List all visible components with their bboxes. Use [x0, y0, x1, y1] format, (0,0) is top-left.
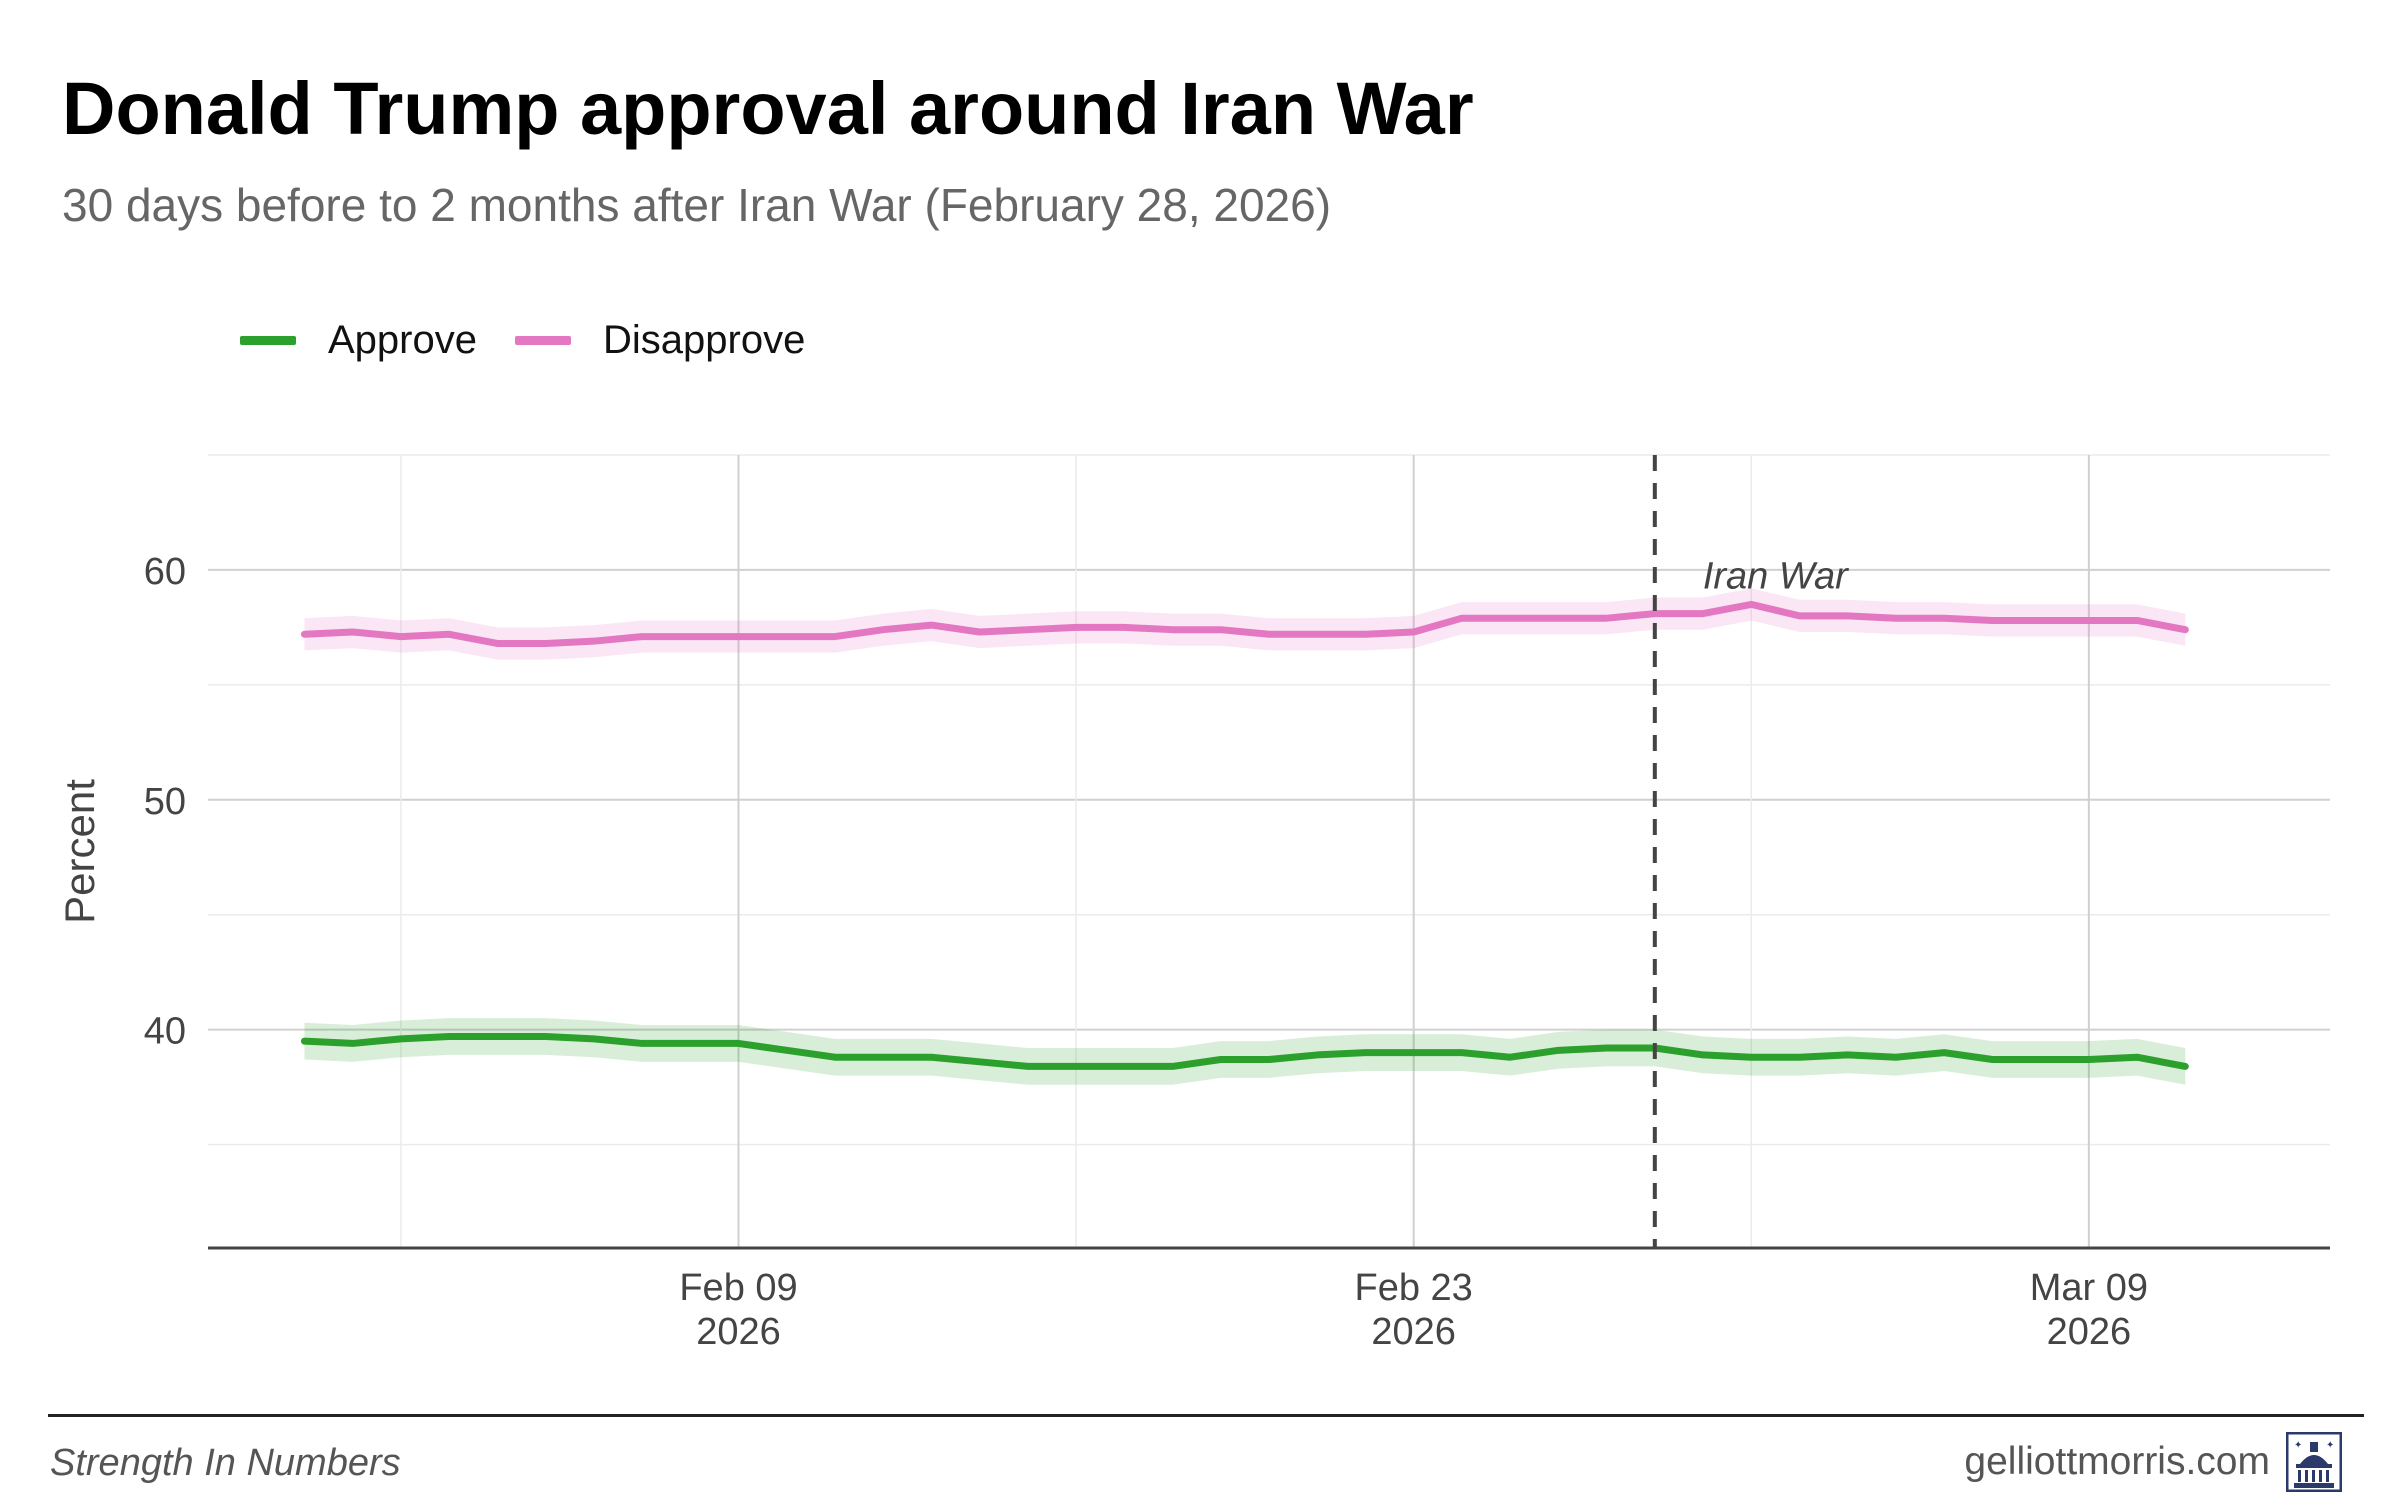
x-tick-label-year: 2026 [696, 1311, 781, 1353]
x-tick-label: Feb 09 [679, 1267, 797, 1309]
legend-item-disapprove: Disapprove [514, 318, 806, 363]
y-tick-label: 50 [144, 781, 186, 823]
series-line-approve [300, 1033, 2189, 1070]
footer-source: Strength In Numbers [50, 1442, 401, 1484]
legend-label-disapprove: Disapprove [602, 318, 806, 362]
x-tick-label: Mar 09 [2030, 1267, 2148, 1309]
ci-band-approve [304, 1018, 2186, 1085]
svg-text:✦: ✦ [2294, 1440, 2302, 1451]
legend-swatch-disapprove [514, 336, 571, 345]
legend-label-approve: Approve [328, 318, 477, 362]
footer-website: gelliottmorris.com [1964, 1440, 2270, 1483]
legend-swatch-approve [240, 336, 296, 345]
series-line-disapprove [300, 600, 2189, 647]
capitol-building-icon: ✦ ✦ [2286, 1432, 2342, 1492]
chart-subtitle: 30 days before to 2 months after Iran Wa… [62, 179, 1332, 231]
chart-title: Donald Trump approval around Iran War [62, 67, 1474, 150]
x-tick-label-year: 2026 [1371, 1311, 1456, 1353]
y-tick-label: 60 [144, 551, 186, 593]
footer-divider [48, 1414, 2364, 1417]
x-tick-label: Feb 23 [1355, 1267, 1473, 1309]
y-tick-label: 40 [144, 1011, 186, 1053]
x-tick-label-year: 2026 [2047, 1311, 2132, 1353]
y-axis-title: Percent [56, 779, 103, 924]
legend: Approve Disapprove [240, 318, 843, 363]
ci-band-disapprove [304, 588, 2186, 660]
svg-text:✦: ✦ [2326, 1440, 2334, 1451]
event-label: Iran War [1703, 555, 1849, 597]
legend-item-approve: Approve [240, 318, 477, 363]
